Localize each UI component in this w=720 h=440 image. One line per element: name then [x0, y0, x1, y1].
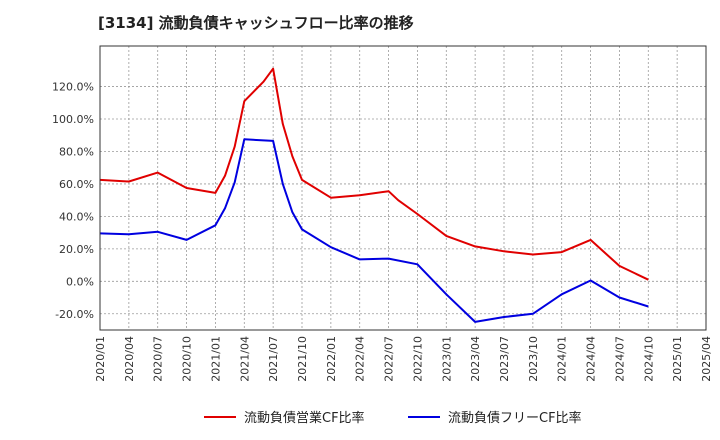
y-tick-label: 100.0%: [52, 113, 94, 126]
x-tick-label: 2023/04: [469, 336, 482, 382]
x-tick-label: 2020/10: [181, 336, 194, 382]
y-tick-label: 60.0%: [59, 178, 94, 191]
x-tick-label: 2024/04: [585, 336, 598, 382]
x-tick-label: 2021/10: [296, 336, 309, 382]
y-axis-ticks: -20.0% 0.0% 20.0% 40.0% 60.0% 80.0% 100.0% 120.…: [52, 81, 94, 321]
legend-label: 流動負債フリーCF比率: [448, 410, 582, 426]
x-tick-label: 2020/01: [94, 336, 107, 382]
x-tick-label: 2024/07: [613, 336, 626, 382]
y-tick-label: 40.0%: [59, 210, 94, 223]
series-line-free-cf: [99, 138, 649, 323]
y-tick-label: -20.0%: [55, 308, 94, 321]
x-tick-label: 2025/01: [671, 336, 684, 382]
y-tick-label: 120.0%: [52, 81, 94, 94]
x-tick-label: 2023/10: [527, 336, 540, 382]
x-tick-label: 2023/07: [498, 336, 511, 382]
chart-title: [3134] 流動負債キャッシュフロー比率の推移: [98, 14, 414, 32]
y-tick-label: 80.0%: [59, 145, 94, 158]
legend-label: 流動負債営業CF比率: [244, 410, 365, 426]
x-tick-label: 2024/01: [556, 336, 569, 382]
y-tick-label: 20.0%: [59, 243, 94, 256]
plot-area: [100, 46, 706, 330]
x-tick-label: 2022/04: [354, 336, 367, 382]
x-tick-label: 2025/04: [700, 336, 713, 382]
x-tick-label: 2021/01: [209, 336, 222, 382]
x-tick-label: 2021/07: [267, 336, 280, 382]
x-tick-label: 2022/01: [325, 336, 338, 382]
x-tick-label: 2020/04: [123, 336, 136, 382]
legend: 流動負債営業CF比率 流動負債フリーCF比率: [204, 410, 582, 426]
series-line-operating-cf: [99, 67, 649, 281]
series-lines: [99, 67, 649, 323]
x-tick-label: 2020/07: [152, 336, 165, 382]
x-tick-label: 2023/01: [440, 336, 453, 382]
x-tick-label: 2024/10: [642, 336, 655, 382]
x-axis-ticks: 2020/01 2020/04 2020/07 2020/10 2021/01 2021/…: [94, 336, 713, 382]
x-tick-label: 2022/07: [383, 336, 396, 382]
y-tick-label: 0.0%: [66, 275, 94, 288]
x-tick-label: 2021/04: [238, 336, 251, 382]
x-tick-label: 2022/10: [411, 336, 424, 382]
plot-frame: [99, 45, 707, 331]
